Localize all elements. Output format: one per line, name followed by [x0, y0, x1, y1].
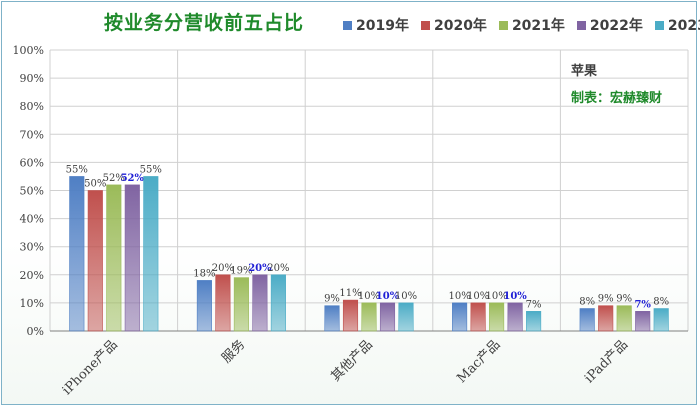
data-label: 20%: [267, 263, 289, 274]
data-label: 19%: [230, 266, 252, 277]
y-tick-label: 40%: [20, 213, 44, 226]
bar: [653, 308, 669, 332]
data-label: 10%: [485, 291, 507, 302]
data-label: 55%: [140, 164, 162, 175]
legend-label-2023: 2023中: [667, 18, 700, 34]
bar: [143, 176, 159, 332]
chart-title: 按业务分营收前五占比: [104, 12, 305, 34]
y-tick-label: 20%: [20, 269, 44, 282]
bar: [526, 311, 542, 332]
x-tick-label: 服务: [219, 337, 249, 367]
bar: [324, 305, 340, 332]
data-label: 10%: [395, 291, 417, 302]
y-tick-label: 80%: [20, 100, 44, 113]
company-note: 苹果: [571, 64, 598, 79]
bar: [489, 302, 505, 332]
bar: [452, 302, 468, 332]
bar: [361, 302, 377, 332]
legend-item-2021: 2021年: [498, 15, 565, 35]
data-label: 10%: [358, 291, 380, 302]
y-tick-label: 60%: [20, 156, 44, 169]
data-label: 10%: [503, 291, 527, 302]
data-label: 8%: [579, 297, 595, 308]
legend-swatch-2020: [420, 20, 430, 30]
bar: [470, 302, 486, 332]
data-label: 55%: [66, 164, 88, 175]
legend-swatch-2022: [576, 20, 586, 30]
x-tick-label: 其他产品: [328, 337, 375, 384]
legend-item-2020: 2020年: [420, 15, 487, 35]
bar: [579, 308, 595, 332]
legend-item-2019: 2019年: [343, 15, 409, 35]
data-label: 18%: [193, 268, 215, 279]
legend-swatch-2019: [343, 20, 352, 30]
bar: [69, 176, 85, 332]
data-label: 7%: [634, 299, 651, 310]
bar: [106, 184, 122, 332]
y-tick-label: 30%: [20, 241, 44, 254]
data-label: 20%: [248, 263, 272, 274]
bar: [196, 280, 212, 332]
data-label: 10%: [467, 291, 489, 302]
legend-item-2023: 2023中: [654, 15, 700, 35]
y-tick-label: 0%: [27, 325, 44, 338]
data-label: 9%: [616, 294, 632, 305]
data-label: 9%: [324, 294, 340, 305]
y-tick-label: 100%: [13, 44, 44, 57]
bar: [598, 305, 614, 332]
bar: [215, 274, 231, 332]
x-tick-label: iPad产品: [582, 337, 631, 386]
data-label: 50%: [84, 179, 106, 190]
x-tick-label: Mac产品: [454, 337, 503, 386]
legend-swatch-2021: [498, 20, 508, 30]
bar: [87, 190, 103, 332]
legend-item-2022: 2022年: [576, 15, 643, 35]
data-label: 10%: [376, 291, 400, 302]
y-tick-label: 90%: [20, 72, 44, 85]
legend-label-2022: 2022年: [589, 18, 643, 34]
bar: [233, 277, 249, 332]
legend-label-2019: 2019年: [356, 18, 409, 34]
data-label: 52%: [121, 173, 145, 184]
data-label: 20%: [212, 263, 234, 274]
legend-swatch-2023: [654, 20, 664, 30]
bar: [398, 302, 414, 332]
data-label: 10%: [448, 291, 470, 302]
bar: [616, 305, 632, 332]
x-tick-label: iPhone产品: [60, 337, 121, 398]
bar: [379, 302, 396, 332]
bar: [635, 311, 651, 332]
bar: [124, 184, 140, 332]
data-label: 11%: [339, 288, 361, 299]
y-tick-label: 70%: [20, 128, 44, 141]
data-label: 9%: [598, 294, 614, 305]
legend-label-2020: 2020年: [433, 18, 487, 34]
legend: 2019年 2020年 2021年 2022年 2023中: [343, 15, 700, 35]
legend-label-2021: 2021年: [511, 18, 565, 34]
y-tick-label: 10%: [20, 297, 44, 310]
bar: [270, 274, 286, 332]
y-tick-label: 50%: [20, 185, 44, 198]
bar: [252, 274, 268, 332]
maker-note: 制表：宏赫臻财: [571, 91, 663, 106]
data-label: 8%: [653, 297, 669, 308]
data-label: 7%: [526, 299, 542, 310]
data-label: 52%: [103, 173, 125, 184]
bar: [342, 299, 359, 332]
bar: [507, 302, 523, 332]
